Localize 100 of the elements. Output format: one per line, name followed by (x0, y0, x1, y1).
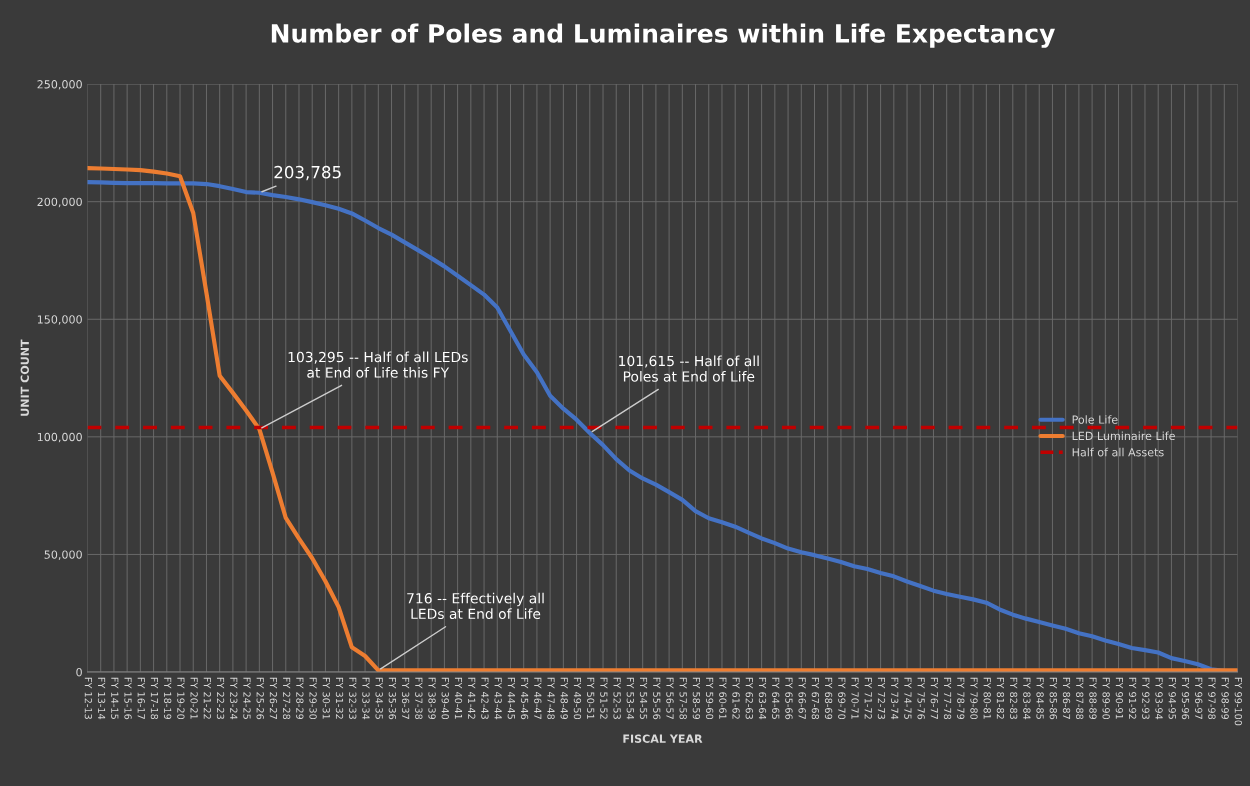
annotation: 101,615 -- Half of all Poles at End of Life (619, 355, 759, 382)
x-tick-label: FY 59-60 (705, 677, 714, 720)
x-tick-label: FY 65-66 (785, 677, 793, 720)
x-tick-label: FY 78-79 (957, 677, 965, 720)
x-tick-label: FY 16-17 (137, 677, 145, 719)
x-tick-label: FY 91-92 (1128, 677, 1137, 719)
x-tick-label: FY 48-49 (560, 677, 568, 720)
x-tick-label: FY 31-32 (335, 677, 344, 719)
x-tick-label: FY 72-73 (877, 677, 886, 719)
y-tick-label: 250,000 (37, 80, 82, 90)
x-tick-label: FY 14-15 (111, 677, 119, 719)
annotation: 716 -- Effectively all LEDs at End of Life (407, 592, 544, 620)
x-tick-label: FY 62-63 (745, 677, 753, 719)
legend-label: Half of all Assets (1072, 447, 1164, 457)
x-tick-label: FY 32-33 (349, 677, 357, 719)
x-tick-label: FY 79-80 (970, 677, 978, 720)
x-tick-label: FY 47-48 (547, 677, 555, 720)
x-tick-label: FY 52-53 (613, 677, 621, 719)
x-tick-label: FY 50-51 (586, 677, 595, 719)
x-tick-label: FY 93-94 (1155, 677, 1163, 720)
x-tick-label: FY 67-68 (811, 677, 820, 720)
x-tick-label: FY 55-56 (653, 677, 661, 720)
x-tick-label: FY 63-64 (758, 677, 767, 720)
x-tick-label: FY 22-23 (216, 677, 225, 719)
x-tick-label: FY 18-19 (163, 677, 172, 720)
x-tick-label: FY 56-57 (666, 677, 674, 719)
y-tick-label: 150,000 (37, 315, 82, 325)
y-tick-label: 200,000 (37, 197, 82, 208)
y-tick-label: 0 (76, 668, 82, 677)
x-tick-label: FY 88-89 (1089, 677, 1097, 720)
x-tick-label: FY 94-95 (1168, 677, 1176, 719)
x-tick-label: FY 49-50 (573, 677, 582, 720)
x-tick-label: FY 80-81 (983, 677, 991, 719)
x-tick-label: FY 27-28 (282, 677, 291, 720)
x-tick-label: FY 99-100 (1234, 677, 1243, 726)
x-tick-label: FY 64-65 (772, 677, 780, 719)
x-tick-label: FY 73-74 (891, 677, 899, 720)
x-tick-label: FY 37-38 (415, 677, 423, 720)
chart-title: Number of Poles and Luminaires within Life Expectancy (271, 23, 1055, 48)
x-tick-label: FY 40-41 (454, 677, 463, 719)
x-tick-label: FY 92-93 (1142, 677, 1150, 719)
x-tick-label: FY 15-16 (124, 677, 132, 720)
x-tick-label: FY 25-26 (256, 677, 264, 720)
x-tick-label: FY 57-58 (679, 677, 687, 720)
x-tick-label: FY 77-78 (943, 677, 952, 720)
x-tick-label: FY 54-55 (639, 677, 648, 719)
x-tick-label: FY 46-47 (534, 677, 542, 719)
x-tick-label: FY 98-99 (1221, 677, 1229, 720)
x-tick-label: FY 53-54 (626, 677, 634, 720)
x-tick-label: FY 51-52 (600, 677, 608, 719)
annotation: 103,295 -- Half of all LEDs at End of Life this FY (288, 351, 468, 378)
x-tick-label: FY 74-75 (904, 677, 912, 719)
x-tick-label: FY 58-59 (692, 677, 701, 720)
x-tick-label: FY 44-45 (507, 677, 515, 719)
x-tick-label: FY 76-77 (930, 677, 939, 719)
x-tick-label: FY 66-67 (798, 677, 806, 719)
x-tick-label: FY 97-98 (1208, 677, 1216, 720)
y-tick-label: 100,000 (37, 432, 82, 443)
legend-label: Pole Life (1072, 415, 1118, 424)
x-tick-label: FY 87-88 (1076, 677, 1084, 720)
x-tick-label: FY 95-96 (1181, 677, 1190, 720)
x-tick-label: FY 71-72 (864, 677, 872, 719)
x-tick-label: FY 26-27 (269, 677, 278, 719)
legend-label: LED Luminaire Life (1072, 431, 1175, 441)
x-tick-label: FY 70-71 (851, 677, 859, 719)
x-tick-label: FY 33-34 (362, 677, 370, 720)
x-tick-label: FY 81-82 (996, 677, 1005, 719)
x-tick-label: FY 13-14 (97, 677, 106, 720)
x-tick-label: FY 89-90 (1102, 677, 1110, 720)
x-tick-label: FY 69-70 (838, 677, 846, 720)
x-tick-label: FY 61-62 (732, 677, 740, 719)
x-tick-label: FY 29-30 (309, 677, 317, 720)
x-tick-label: FY 96-97 (1195, 677, 1203, 719)
x-tick-label: FY 41-42 (468, 677, 476, 719)
annotation: 203,785 (274, 165, 341, 181)
y-axis-title: UNIT COUNT (20, 339, 29, 416)
x-tick-label: FY 30-31 (322, 677, 330, 719)
x-tick-label: FY 68-69 (824, 677, 833, 720)
x-tick-label: FY 36-37 (401, 677, 410, 719)
x-tick-label: FY 12-13 (84, 677, 93, 719)
x-tick-label: FY 34-35 (375, 677, 383, 719)
x-tick-label: FY 75-76 (917, 677, 925, 720)
x-tick-label: FY 84-85 (1036, 677, 1044, 719)
x-tick-label: FY 20-21 (190, 677, 198, 719)
x-tick-label: FY 19-20 (177, 677, 185, 720)
x-tick-label: FY 42-43 (481, 677, 489, 719)
x-tick-label: FY 83-84 (1023, 677, 1031, 720)
x-tick-label: FY 43-44 (494, 677, 502, 720)
x-tick-label: FY 23-24 (230, 677, 238, 720)
x-tick-label: FY 38-39 (428, 677, 436, 720)
x-tick-label: FY 82-83 (1009, 677, 1018, 719)
x-tick-label: FY 35-36 (388, 677, 397, 720)
x-tick-label: FY 60-61 (719, 677, 727, 719)
x-tick-label: FY 17-18 (150, 677, 159, 720)
x-tick-label: FY 24-25 (243, 677, 251, 719)
x-tick-label: FY 86-87 (1062, 677, 1071, 719)
y-tick-label: 50,000 (44, 550, 82, 560)
x-tick-label: FY 39-40 (441, 677, 449, 720)
x-tick-label: FY 45-46 (520, 677, 529, 720)
x-tick-label: FY 28-29 (296, 677, 304, 720)
